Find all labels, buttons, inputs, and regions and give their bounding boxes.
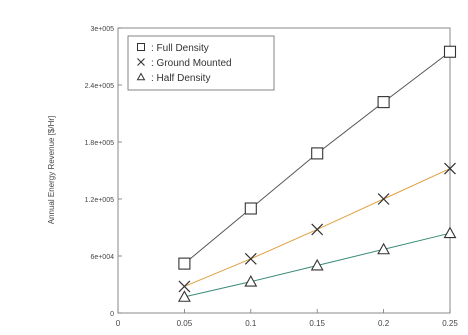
data-point-ground-mounted (178, 280, 191, 293)
data-point-ground-mounted (444, 162, 456, 175)
y-tick-label: 6e+004 (90, 254, 114, 261)
y-tick-label: 1.2e+005 (85, 197, 114, 204)
legend-box (127, 35, 275, 91)
legend-marker-half-density (136, 72, 146, 81)
data-point-half-density (443, 226, 457, 239)
data-point-half-density (310, 258, 324, 271)
data-point-ground-mounted (311, 223, 324, 236)
legend: : Full Density : Ground Mounted : Half D… (127, 35, 275, 91)
data-point-half-density (177, 290, 191, 302)
data-point-full-density (311, 147, 324, 160)
data-point-ground-mounted-stroke (444, 162, 456, 175)
data-point-full-density (178, 257, 191, 270)
legend-marker-stroke (137, 58, 145, 66)
x-tick-label: 0 (116, 319, 121, 328)
data-point-full-density (443, 45, 457, 58)
x-tick-label: 0.15 (309, 319, 325, 328)
x-tick-label: 0.25 (442, 319, 458, 328)
y-tick-label: 0 (110, 311, 114, 318)
legend-label-full-density: : Full Density (151, 43, 209, 54)
y-tick-label: 2.4e+005 (85, 83, 114, 90)
legend-markers (136, 43, 146, 81)
y-tick-label: 1.8e+005 (85, 140, 114, 147)
series-layer (177, 45, 457, 302)
x-tick-label: 0.05 (177, 319, 193, 328)
y-tick-label: 3e+005 (90, 26, 114, 33)
legend-marker-ground-mounted (137, 58, 145, 66)
data-point-full-density (377, 96, 390, 109)
legend-marker-full-density (137, 43, 145, 51)
x-tick-label: 0.1 (245, 319, 257, 328)
data-point-ground-mounted (377, 193, 390, 205)
data-point-half-density (377, 242, 391, 255)
legend-label-ground-mounted: : Ground Mounted (151, 58, 232, 69)
data-point-ground-mounted-stroke (377, 193, 390, 205)
data-point-ground-mounted-stroke (178, 280, 191, 293)
data-point-half-density (244, 275, 258, 287)
data-point-ground-mounted-stroke (311, 223, 324, 236)
data-point-full-density (244, 202, 257, 215)
x-tick-label: 0.2 (378, 319, 390, 328)
axis-ticks: 0 0.05 0.1 0.15 0.2 0.25 0 6e+004 1.2e+005 1.8e+0… (85, 26, 459, 328)
data-point-ground-mounted-stroke (244, 252, 257, 265)
data-point-ground-mounted (244, 252, 257, 265)
legend-label-half-density: : Half Density (151, 73, 210, 84)
y-axis-label: Annual Energy Revenue [$/Hr] (47, 116, 56, 225)
